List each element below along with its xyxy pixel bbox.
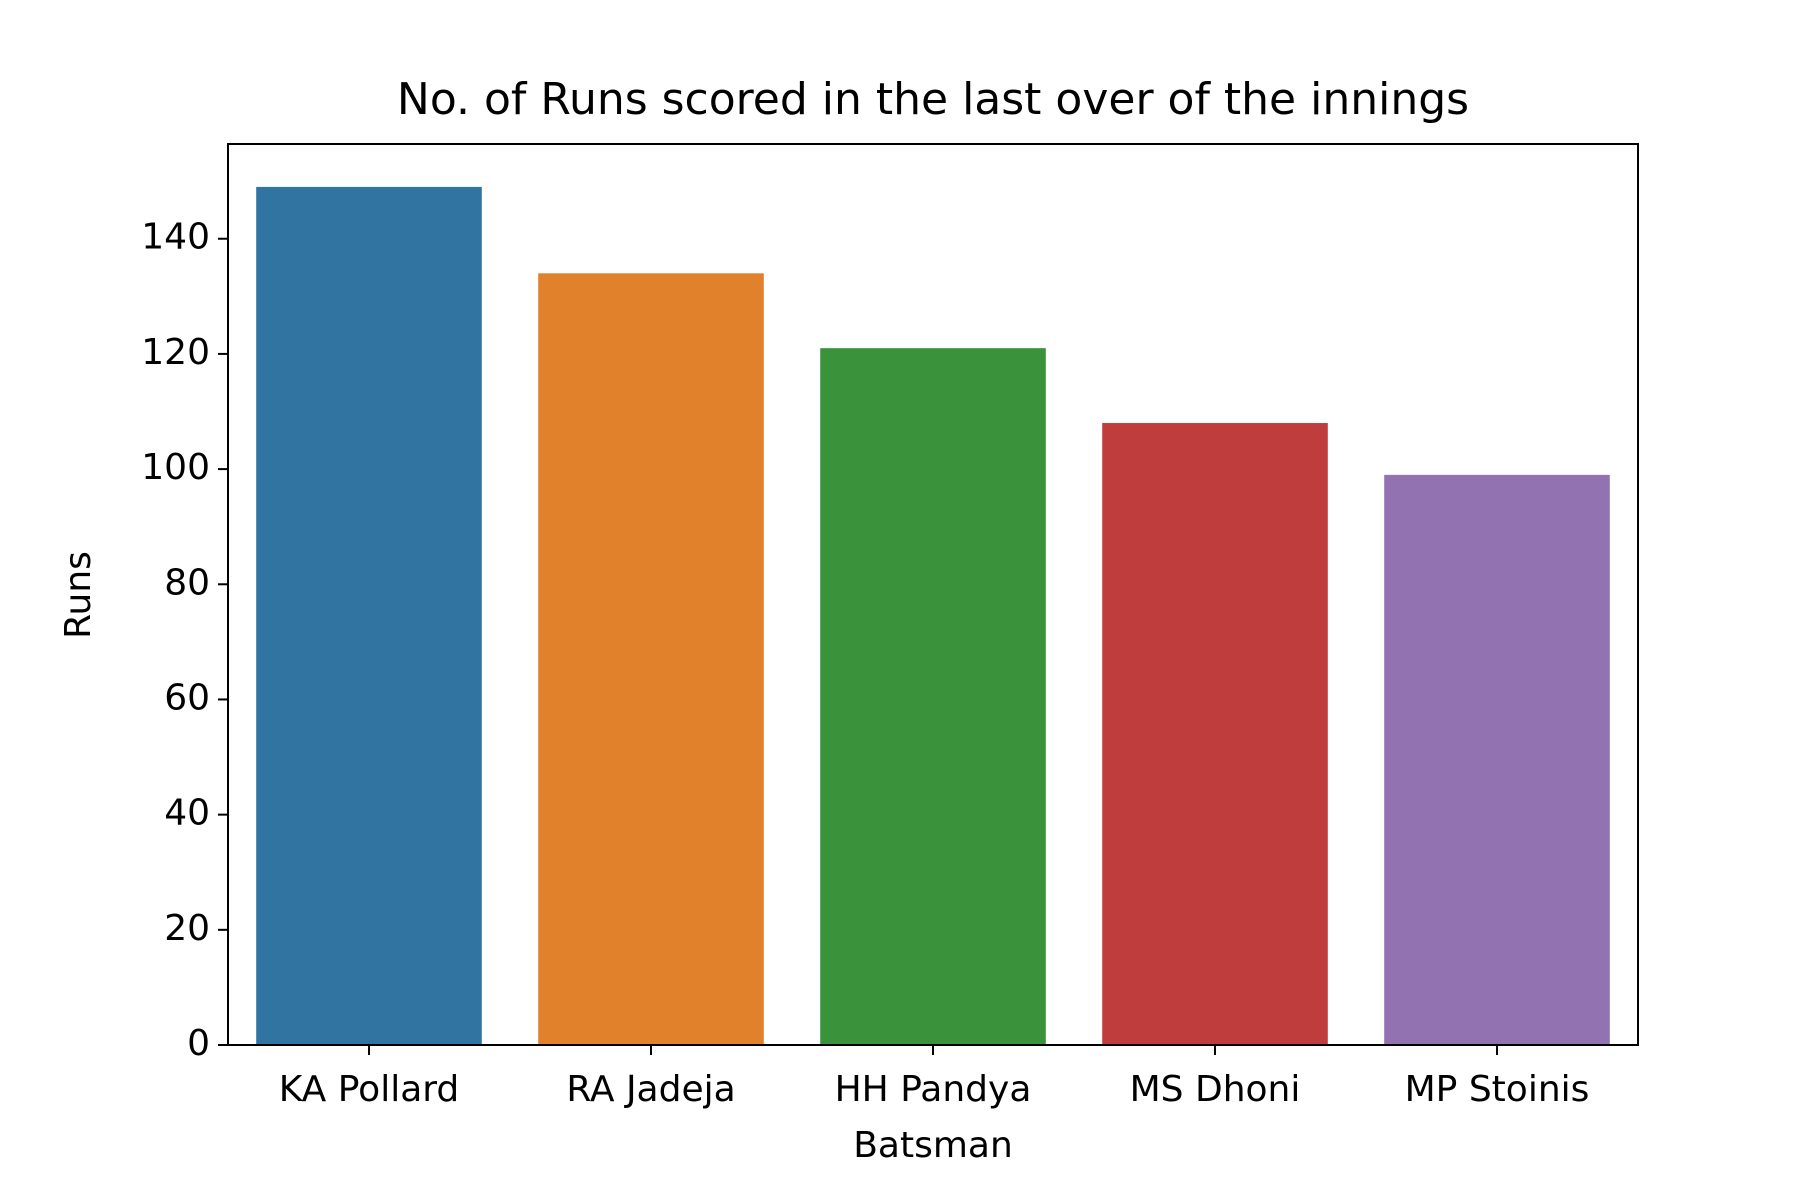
y-tick-label: 60 (164, 677, 210, 718)
bar (538, 273, 764, 1046)
x-tick-label: MS Dhoni (1130, 1069, 1301, 1110)
x-tick-label: HH Pandya (835, 1069, 1032, 1110)
y-axis-label: Runs (58, 551, 99, 639)
bar (1102, 423, 1328, 1046)
bar (820, 348, 1046, 1045)
y-tick-label: 20 (164, 908, 210, 949)
y-tick-label: 140 (141, 217, 210, 258)
chart-title: No. of Runs scored in the last over of t… (397, 74, 1469, 125)
x-tick-label: RA Jadeja (566, 1069, 735, 1110)
y-tick-label: 0 (187, 1023, 210, 1064)
bar (1384, 474, 1610, 1045)
y-tick-label: 120 (141, 332, 210, 373)
x-tick-label: MP Stoinis (1405, 1069, 1590, 1110)
bar (256, 186, 482, 1045)
plot-frame (227, 143, 1639, 1046)
y-tick-label: 80 (164, 562, 210, 603)
x-tick-label: KA Pollard (279, 1069, 460, 1110)
y-tick-label: 100 (141, 447, 210, 488)
x-axis-label: Batsman (853, 1125, 1013, 1166)
y-tick-label: 40 (164, 793, 210, 834)
